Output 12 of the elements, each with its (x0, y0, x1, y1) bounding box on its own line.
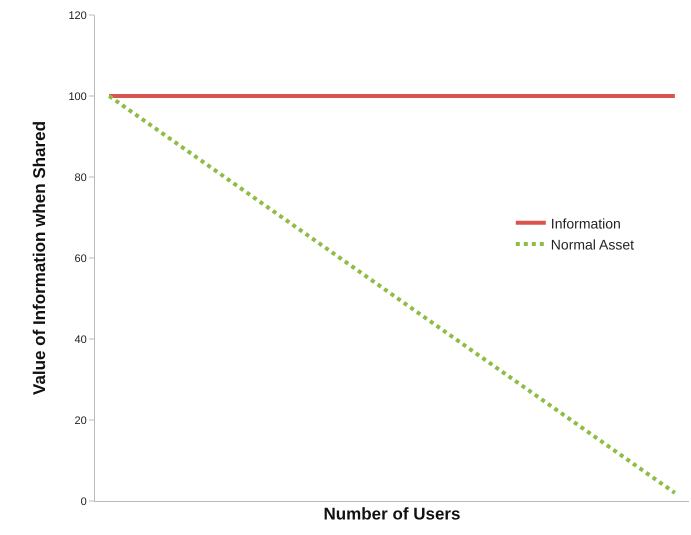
y-tick-label: 40 (74, 334, 87, 346)
legend-label: Information (550, 215, 621, 232)
legend-label: Normal Asset (550, 236, 634, 252)
y-tick-label: 120 (68, 10, 87, 22)
y-axis-title: Value of Information when Shared (30, 121, 49, 395)
y-tick-label: 100 (68, 90, 87, 103)
line-series (107, 94, 677, 495)
y-tick-label: 20 (74, 414, 87, 427)
x-axis-title: Number of Users (324, 504, 460, 524)
y-tick-label: 60 (74, 252, 87, 265)
y-tick-label: 0 (80, 496, 87, 508)
y-tick-label: 80 (74, 172, 87, 184)
